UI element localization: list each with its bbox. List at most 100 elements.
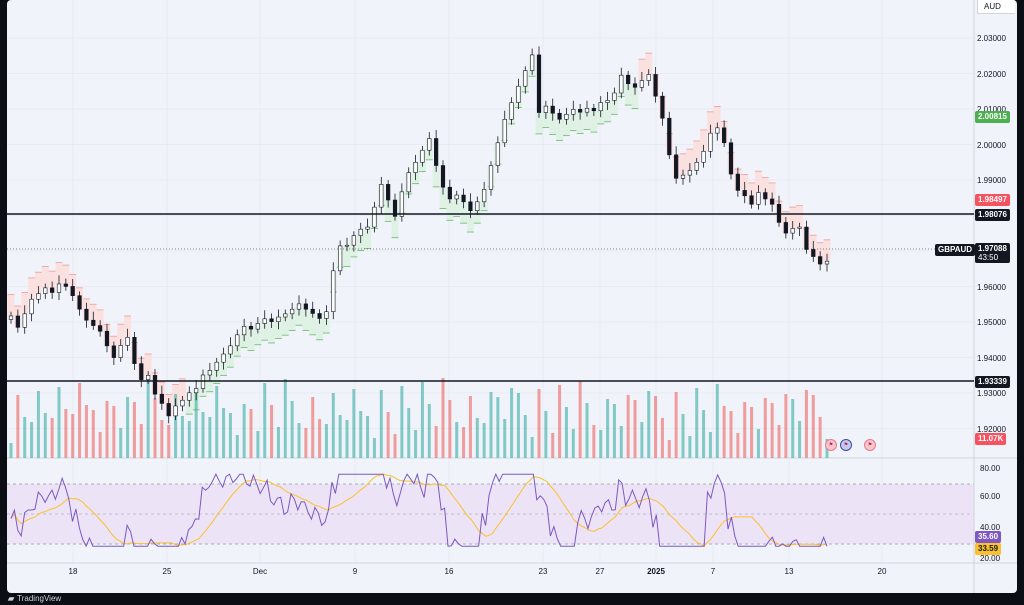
symbol-tag[interactable]: GBPAUD	[935, 244, 976, 256]
time-tick: 9	[352, 567, 358, 576]
chart-frame[interactable]: AUD 2.03000 2.02000 2.01000 2.00000 1.99…	[7, 0, 1017, 593]
candle-body	[818, 256, 823, 265]
candle-body	[84, 308, 89, 321]
time-tick: 18	[68, 567, 78, 576]
time-tick: Dec	[252, 567, 268, 576]
price-tick: 1.95000	[977, 318, 1006, 327]
volume-bar	[489, 392, 493, 458]
candle-body	[495, 142, 500, 166]
osc-tick: 60.00	[980, 492, 1001, 501]
supertrend-fill	[693, 140, 701, 163]
footer-bar: ▰ TradingView	[0, 593, 1024, 605]
supertrend-fill	[316, 318, 323, 340]
candle-body	[790, 228, 795, 234]
supertrend-fill	[823, 239, 831, 262]
candle-body	[242, 325, 247, 336]
candle-body	[324, 311, 329, 319]
event-flag-icon[interactable]: ⚑	[840, 439, 852, 451]
supertrend-fill	[28, 277, 35, 300]
chart-canvas[interactable]	[7, 0, 1017, 593]
time-tick: 27	[595, 567, 605, 576]
currency-label[interactable]: AUD	[977, 0, 1015, 14]
supertrend-fill	[460, 201, 467, 224]
candle-body	[70, 286, 75, 296]
volume-bar	[263, 383, 267, 458]
volume-bar	[722, 406, 726, 458]
candle-body	[283, 313, 288, 318]
volume-bar	[715, 384, 719, 458]
volume-bar	[626, 395, 630, 458]
candle-body	[434, 138, 439, 166]
volume-bar	[818, 417, 822, 458]
candle-body	[811, 249, 816, 257]
volume-bar	[139, 424, 143, 458]
candle-body	[475, 201, 480, 211]
volume-bar	[592, 425, 596, 458]
price-grid	[7, 0, 974, 563]
candle-body	[584, 107, 590, 113]
volume-bar	[201, 412, 205, 458]
candle-series	[8, 46, 830, 424]
time-tick: 25	[162, 567, 172, 576]
supertrend-fill	[446, 198, 454, 221]
candle-body	[29, 298, 34, 315]
volume-bar	[400, 386, 404, 458]
supertrend-fill	[261, 318, 269, 341]
volume-bar	[804, 390, 808, 458]
volume-bar	[558, 385, 562, 458]
price-tick: 1.92000	[977, 425, 1006, 434]
volume-bar	[427, 404, 431, 458]
volume-bar	[482, 423, 486, 458]
candle-body	[358, 228, 363, 236]
candle-body	[159, 393, 164, 404]
volume-bar	[324, 424, 328, 458]
candle-body	[36, 293, 41, 300]
volume-bar	[503, 419, 507, 458]
supertrend-fill	[576, 112, 584, 134]
supertrend-fill	[590, 110, 598, 133]
volume-bar	[311, 397, 315, 458]
volume-bar	[578, 381, 582, 458]
candle-body	[331, 270, 336, 312]
brand[interactable]: ▰ TradingView	[8, 593, 61, 605]
volume-bar	[434, 426, 438, 458]
volume-bar	[78, 383, 82, 458]
candle-body	[605, 100, 610, 103]
price-tick: 2.01000	[977, 105, 1006, 114]
volume-bar	[681, 414, 685, 458]
volume-bar	[338, 415, 342, 458]
time-tick: 20	[877, 567, 887, 576]
supertrend-layer	[7, 52, 831, 416]
event-flag-icon[interactable]: ⚑	[864, 439, 876, 451]
candle-body	[180, 399, 185, 407]
volume-bar	[180, 416, 184, 458]
candle-body	[536, 54, 542, 113]
candle-body	[694, 162, 699, 171]
volume-bar	[667, 440, 671, 458]
supertrend-fill	[343, 245, 351, 267]
supertrend-fill	[686, 149, 694, 171]
candle-body	[269, 318, 274, 322]
supertrend-fill	[364, 227, 371, 249]
candle-body	[742, 190, 747, 197]
candle-body	[550, 105, 555, 114]
candle-body	[139, 363, 144, 380]
candle-body	[680, 174, 686, 179]
supertrend-upper-tag: 1.98497	[975, 194, 1010, 206]
volume-bar	[585, 403, 589, 458]
supertrend-fill	[707, 111, 714, 134]
candle-body	[509, 102, 514, 120]
supertrend-fill	[309, 313, 317, 335]
volume-bar	[283, 379, 287, 458]
candle-body	[502, 118, 507, 144]
event-flag-icon[interactable]: ⚑	[825, 439, 837, 451]
candle-body	[338, 245, 343, 272]
volume-bar	[654, 396, 658, 458]
volume-bar	[276, 427, 280, 458]
volume-bar	[702, 410, 706, 458]
volume-bar	[119, 428, 123, 458]
candle-body	[152, 375, 158, 395]
price-tick: 1.96000	[977, 283, 1006, 292]
rsi-line	[10, 472, 828, 548]
volume-bar	[455, 422, 459, 458]
